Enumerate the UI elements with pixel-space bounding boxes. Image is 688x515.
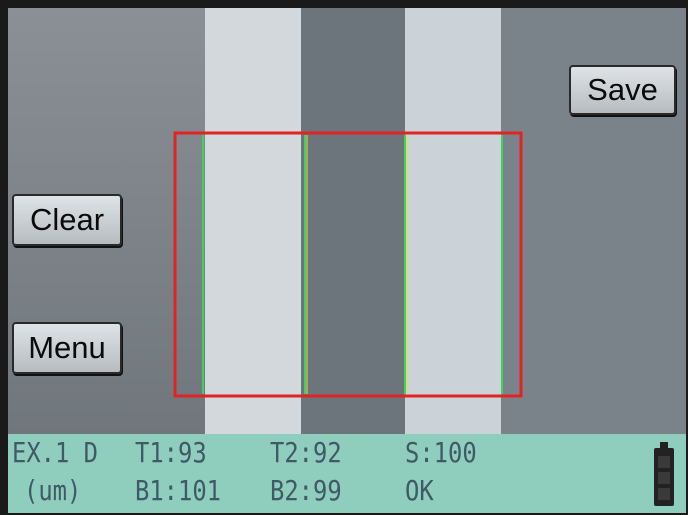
edge-lines bbox=[202, 135, 503, 394]
status-text: T1:93 bbox=[135, 436, 207, 469]
status-text: S:100 bbox=[405, 436, 477, 469]
status-text: B2:99 bbox=[270, 474, 342, 507]
status-text: OK bbox=[405, 474, 434, 507]
roi-box bbox=[173, 131, 523, 398]
clear-button[interactable]: Clear bbox=[12, 194, 122, 246]
status-bar: EX.1 D T1:93 T2:92 S:100 (um) B1:101 B2:… bbox=[8, 434, 686, 513]
menu-button[interactable]: Menu bbox=[12, 322, 122, 374]
battery-icon bbox=[654, 442, 674, 506]
stripe bbox=[301, 8, 405, 438]
save-button[interactable]: Save bbox=[569, 65, 676, 115]
stripe bbox=[205, 8, 301, 438]
status-text: B1:101 bbox=[135, 474, 221, 507]
status-text: T2:92 bbox=[270, 436, 342, 469]
stripe bbox=[405, 8, 501, 438]
status-text: EX.1 D bbox=[12, 436, 98, 469]
status-text: (um) bbox=[24, 474, 82, 507]
